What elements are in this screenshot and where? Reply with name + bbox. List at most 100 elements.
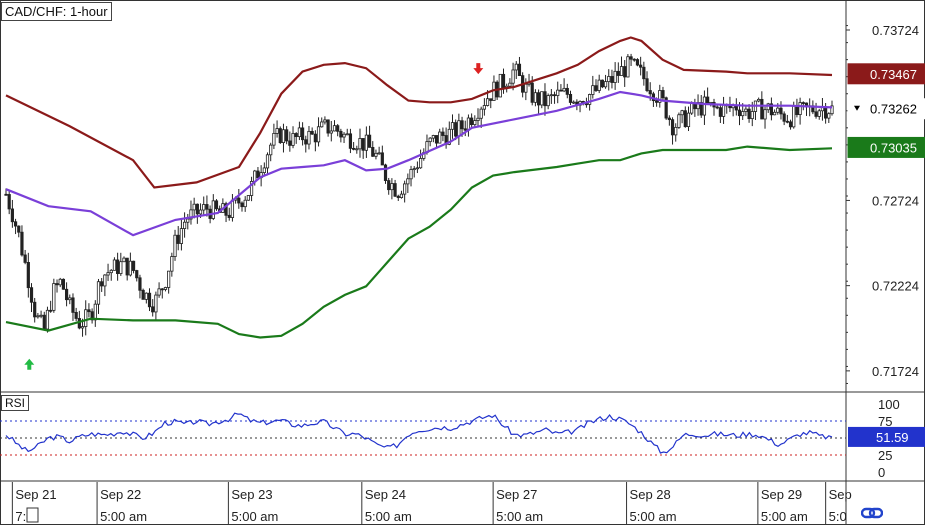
candle xyxy=(10,199,14,228)
rsi-tick-label: 100 xyxy=(878,397,900,412)
candle-body xyxy=(489,98,493,101)
candle xyxy=(549,88,553,104)
candle-body xyxy=(256,170,260,179)
candle xyxy=(434,135,439,148)
candle xyxy=(556,81,560,104)
candle-body xyxy=(552,94,557,97)
candle-body xyxy=(517,63,522,77)
candle xyxy=(524,78,528,101)
candle-body xyxy=(42,314,46,330)
candle-body xyxy=(281,129,286,144)
candle xyxy=(45,306,50,333)
candle xyxy=(348,128,353,154)
candle-body xyxy=(431,135,435,139)
candle-body xyxy=(562,87,566,92)
candle-body xyxy=(588,94,592,105)
candle xyxy=(607,69,611,91)
candle-body xyxy=(428,137,432,143)
candle xyxy=(406,173,410,193)
candle-body xyxy=(757,98,761,102)
candle xyxy=(712,98,716,116)
time-label: 5:00 am xyxy=(630,509,677,524)
candle xyxy=(489,98,493,109)
day-label: Sep 22 xyxy=(100,487,141,502)
candle xyxy=(163,286,168,292)
candle-body xyxy=(632,58,636,61)
candle xyxy=(237,188,241,209)
candle xyxy=(316,117,321,147)
candle xyxy=(482,98,486,116)
time-label: 5:00 am xyxy=(100,509,147,524)
time-label: 5:0 xyxy=(829,509,847,524)
candle xyxy=(291,126,295,149)
candle-body xyxy=(788,121,793,128)
candle xyxy=(68,294,72,305)
lower-band-price-tag: 0.73035 xyxy=(847,136,925,158)
candle-body xyxy=(29,287,34,303)
candle-body xyxy=(237,197,241,204)
candle-body xyxy=(501,73,506,88)
chain-link-logo-icon[interactable] xyxy=(861,505,883,521)
candle xyxy=(610,69,614,89)
candle-body xyxy=(482,105,486,110)
candle xyxy=(23,249,27,265)
candle xyxy=(820,98,825,121)
candle xyxy=(77,310,81,330)
candle xyxy=(128,252,132,277)
candle xyxy=(501,68,506,94)
candle xyxy=(256,167,260,179)
candle xyxy=(240,201,244,212)
candle xyxy=(591,75,595,99)
candle-body xyxy=(214,200,219,210)
candle-body xyxy=(648,90,652,95)
candle xyxy=(147,288,152,312)
candle-body xyxy=(795,105,799,115)
candle-body xyxy=(396,195,400,198)
candle xyxy=(511,62,515,91)
candle xyxy=(686,106,691,132)
candle xyxy=(304,135,308,153)
candle xyxy=(693,98,697,117)
candle xyxy=(36,312,40,319)
candle xyxy=(332,120,337,132)
candle xyxy=(339,128,343,143)
candle-body xyxy=(393,183,397,197)
candle-body xyxy=(364,134,368,151)
candle-body xyxy=(508,82,512,87)
candle-body xyxy=(827,113,831,119)
candle xyxy=(64,282,69,307)
candle-body xyxy=(747,108,751,120)
candle xyxy=(272,123,276,150)
candle xyxy=(112,257,117,271)
time-label: 5:00 am xyxy=(231,509,278,524)
candle xyxy=(281,123,286,153)
candle-body xyxy=(737,109,742,117)
candle-body xyxy=(792,105,796,128)
chart-title: CAD/CHF: 1-hour xyxy=(1,2,112,21)
candle xyxy=(543,83,547,116)
candle-body xyxy=(779,107,783,115)
candle-body xyxy=(179,228,184,244)
candle-body xyxy=(291,133,295,146)
candle xyxy=(533,89,538,107)
candle xyxy=(297,121,302,141)
candle xyxy=(358,128,362,158)
candle-body xyxy=(329,130,333,134)
candle xyxy=(214,199,219,211)
candle xyxy=(444,127,448,149)
candle xyxy=(119,252,123,276)
candle xyxy=(33,297,37,323)
candle-body xyxy=(383,164,388,181)
candle xyxy=(642,61,646,86)
candle-body xyxy=(479,108,483,119)
candle-body xyxy=(170,256,174,272)
candle xyxy=(387,177,391,195)
time-label: 5:00 am xyxy=(761,509,808,524)
candle xyxy=(629,53,633,66)
candle-body xyxy=(352,147,356,150)
candle xyxy=(211,194,215,221)
candle-body xyxy=(55,283,59,286)
candle-body xyxy=(272,133,276,146)
candle-body xyxy=(610,76,614,83)
